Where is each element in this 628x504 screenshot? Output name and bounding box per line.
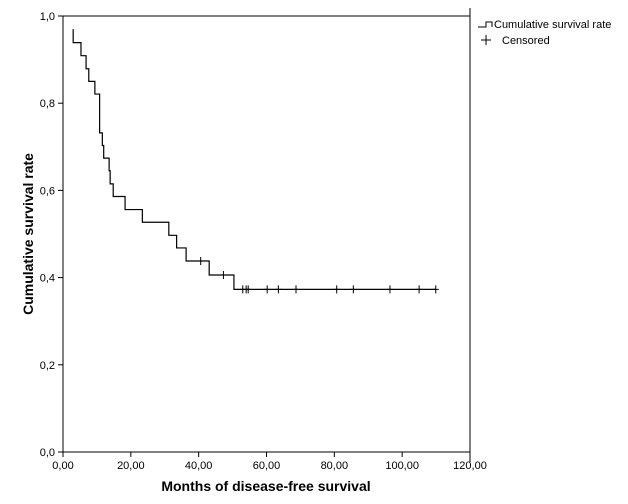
y-tick-label: 0,0 [40,447,55,459]
x-tick-label: 0,00 [52,460,73,472]
y-tick-label: 0,4 [40,273,55,285]
legend-censored-label: Censored [502,35,550,47]
y-tick-label: 0,2 [40,360,55,372]
censor-mark [275,285,282,294]
x-axis-title: Months of disease-free survival [161,478,370,494]
censor-mark [293,285,300,294]
x-tick-label: 100,00 [385,460,419,472]
y-tick-label: 0,8 [40,98,55,110]
x-tick-label: 20,00 [117,460,145,472]
x-tick-label: 40,00 [185,460,213,472]
y-tick-label: 0,6 [40,185,55,197]
y-tick-label: 1,0 [40,11,55,23]
censor-mark [416,285,423,294]
x-tick-label: 120,00 [453,460,487,472]
censor-mark [432,285,439,294]
x-tick-label: 60,00 [253,460,281,472]
censor-mark [197,257,204,266]
plot-frame [62,15,471,453]
censor-mark [245,285,252,294]
legend-survival-label: Cumulative survival rate [494,19,611,31]
censor-mark [333,285,340,294]
survival-curve [72,29,437,290]
censor-mark [386,285,393,294]
legend-step-icon [478,21,493,28]
x-tick-label: 80,00 [321,460,349,472]
censor-mark [220,270,227,279]
legend: Cumulative survival rate Censored [478,19,611,47]
legend-censor-icon [481,35,491,45]
censor-mark [264,285,271,294]
censor-mark [350,285,357,294]
y-axis-title: Cumulative survival rate [20,153,36,315]
